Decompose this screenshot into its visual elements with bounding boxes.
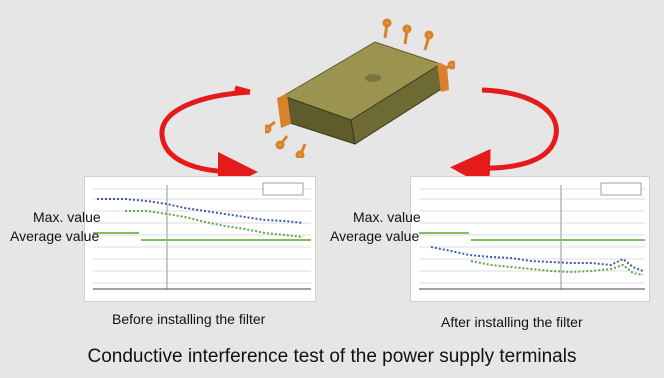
figure-title: Conductive interference test of the powe… <box>87 346 577 367</box>
filter-device-image <box>265 18 455 158</box>
chart-after-plot <box>419 182 645 290</box>
before-avg-label: Average value <box>10 228 100 244</box>
before-caption: Before installing the filter <box>112 311 266 327</box>
chart-before-filter <box>84 176 316 302</box>
after-caption: After installing the filter <box>441 314 583 330</box>
after-avg-label: Average value <box>330 228 420 244</box>
before-max-label: Max. value <box>33 209 101 225</box>
chart-before-plot <box>93 182 311 290</box>
after-max-label: Max. value <box>353 209 421 225</box>
chart-after-filter <box>410 176 650 302</box>
